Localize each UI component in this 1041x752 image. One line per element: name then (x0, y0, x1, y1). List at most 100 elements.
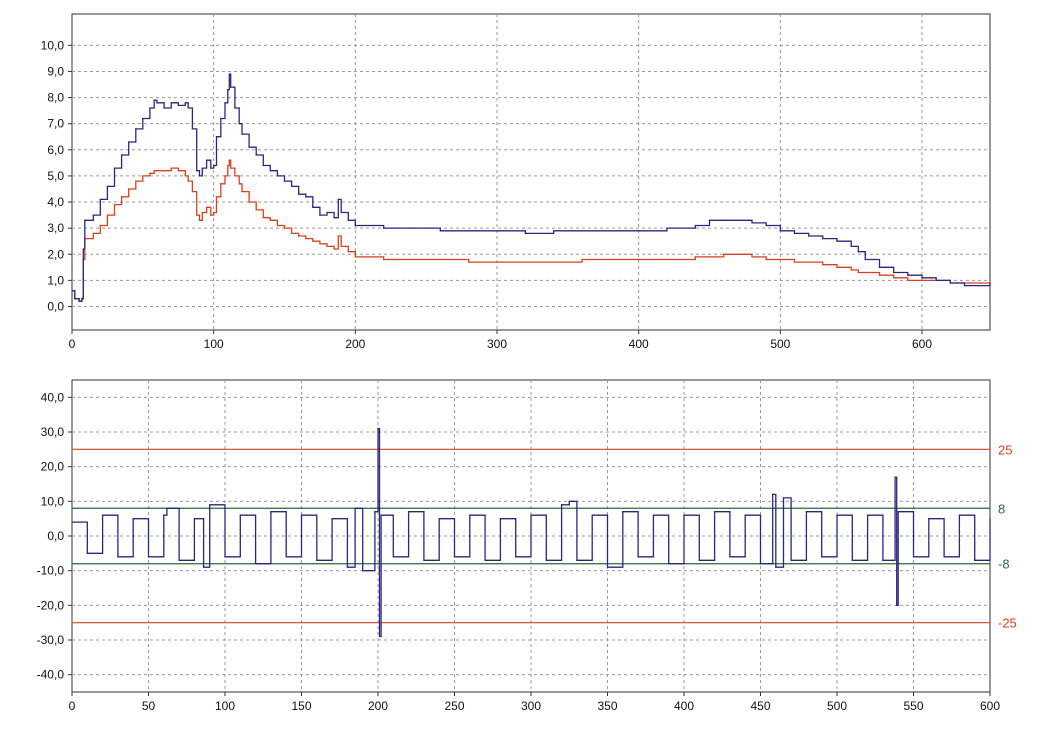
data-point (779, 258, 781, 261)
data-point (290, 232, 293, 234)
data-point (591, 514, 593, 516)
data-point (438, 518, 440, 520)
data-point (319, 243, 321, 245)
data-point (568, 500, 570, 502)
data-point (581, 258, 583, 261)
data-point (737, 253, 739, 255)
data-point (153, 170, 155, 172)
y-tick-label: 30,0 (41, 425, 65, 439)
data-point (85, 237, 87, 240)
data-point (210, 167, 212, 169)
data-point (113, 167, 116, 169)
data-point (210, 214, 212, 216)
data-point (187, 180, 189, 182)
data-point (163, 170, 165, 172)
data-point (759, 563, 762, 565)
data-point (149, 172, 151, 174)
data-point (163, 107, 165, 109)
data-point (170, 102, 172, 104)
data-point (609, 230, 611, 232)
series-line-2 (72, 159, 990, 302)
data-point (723, 253, 725, 255)
data-point (120, 196, 123, 198)
data-point (821, 556, 823, 558)
data-point (867, 514, 869, 516)
data-point (729, 556, 731, 558)
data-point (921, 279, 923, 281)
data-point (276, 175, 279, 177)
data-point (354, 256, 356, 258)
data-point (836, 266, 838, 268)
data-point (82, 248, 84, 250)
data-point (609, 258, 611, 261)
y-tick-label: -40,0 (37, 668, 65, 682)
data-point (808, 235, 810, 237)
data-point (163, 514, 165, 516)
x-tick-label: 0 (69, 699, 76, 713)
x-tick-label: 200 (345, 337, 365, 351)
y-tick-label: 9,0 (47, 64, 64, 78)
data-point (963, 285, 966, 287)
data-point (102, 514, 104, 516)
data-point (683, 514, 685, 516)
data-point (545, 559, 547, 561)
x-tick-label: 600 (980, 699, 1000, 713)
data-point (468, 261, 470, 263)
data-point (822, 264, 824, 266)
data-point (921, 277, 923, 279)
data-point (198, 175, 201, 177)
data-point (99, 224, 101, 227)
data-point (694, 224, 696, 227)
data-point (469, 514, 471, 516)
data-point (205, 206, 208, 208)
data-point (283, 227, 286, 229)
data-point (347, 219, 349, 221)
data-point (290, 185, 293, 187)
reference-line-label: -25 (998, 616, 1017, 631)
data-point (524, 261, 526, 263)
data-point (255, 563, 257, 565)
data-point (269, 170, 271, 172)
data-point (666, 227, 668, 229)
data-point (209, 504, 211, 506)
data-point (305, 237, 307, 240)
data-point (99, 198, 101, 201)
data-point (411, 258, 413, 261)
data-point (71, 290, 73, 292)
data-point (142, 175, 144, 177)
data-point (156, 170, 158, 172)
data-point (305, 196, 307, 198)
data-point (694, 256, 696, 258)
data-point (201, 167, 203, 169)
data-point (553, 261, 555, 263)
data-point (224, 556, 226, 558)
bottom-chart: 0 50 100 150 200 250 300 350 400 450 500 550 600 40,0… (37, 379, 1017, 713)
data-point (147, 556, 150, 558)
data-point (383, 258, 385, 261)
data-point (698, 559, 700, 561)
data-point (652, 514, 655, 516)
data-point (989, 282, 991, 284)
data-point (622, 511, 624, 513)
data-point (193, 518, 195, 520)
data-point (156, 102, 158, 104)
data-point (368, 256, 371, 258)
data-point (836, 240, 838, 242)
data-point (928, 518, 930, 520)
data-point (912, 556, 915, 558)
data-point (298, 235, 300, 237)
data-point (723, 219, 725, 221)
data-point (708, 219, 711, 221)
x-tick-label: 150 (291, 699, 311, 713)
data-point (255, 209, 257, 211)
y-tick-label: 5,0 (47, 169, 64, 183)
data-point (128, 188, 130, 190)
data-point (383, 227, 385, 229)
data-point (187, 107, 189, 109)
data-point (184, 175, 186, 177)
data-point (744, 514, 746, 516)
data-point (893, 277, 895, 279)
data-point (392, 556, 394, 558)
data-point (896, 604, 898, 606)
